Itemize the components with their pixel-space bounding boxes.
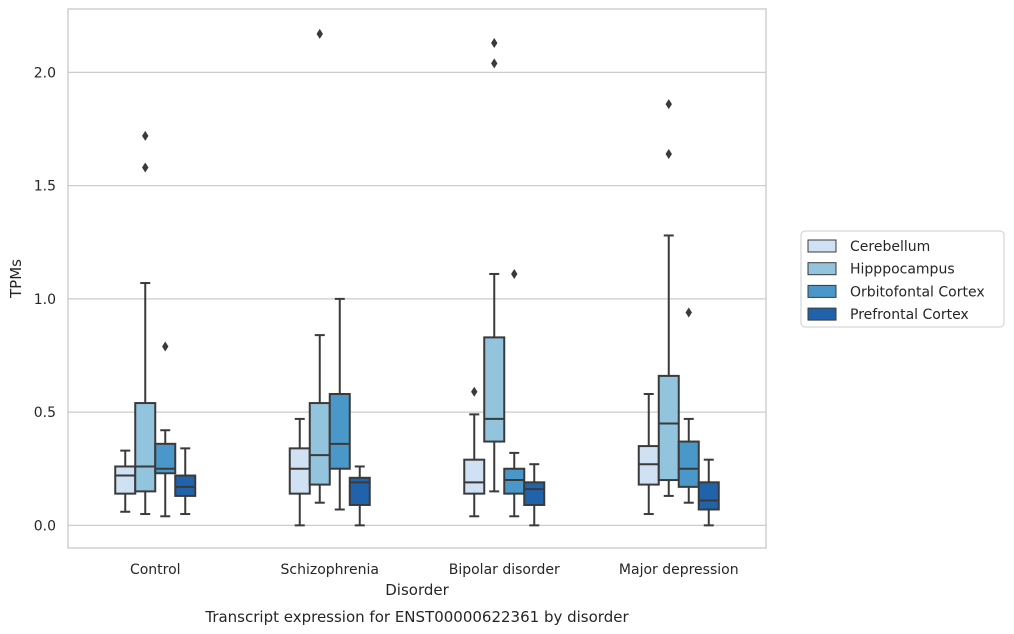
- box-prefrontal-cortex: [523, 463, 546, 527]
- legend-swatch: [807, 307, 837, 321]
- box-hipppocampus: [657, 99, 680, 497]
- box-iqr: [503, 467, 526, 495]
- x-tick-label: Major depression: [619, 562, 739, 578]
- box-cerebellum: [637, 393, 660, 516]
- y-tick-labels: 0.0 0.5 1.0 1.5 2.0: [34, 65, 56, 534]
- x-tick-label: Control: [130, 562, 181, 578]
- legend-swatch: [807, 284, 837, 298]
- y-tick-label: 2.0: [34, 65, 56, 81]
- box-iqr: [463, 458, 486, 495]
- box-iqr: [657, 374, 680, 482]
- legend-swatch: [807, 262, 837, 276]
- legend-swatch: [807, 239, 837, 253]
- box-prefrontal-cortex: [174, 447, 197, 516]
- x-tick-labels: Control Schizophrenia Bipolar disorder Majo…: [130, 562, 739, 578]
- outlier-point: [665, 148, 672, 159]
- outlier-point: [511, 268, 518, 279]
- box-prefrontal-cortex: [348, 465, 371, 527]
- box-iqr: [174, 474, 197, 497]
- box-orbitofontal-cortex: [328, 297, 351, 511]
- outlier-point: [665, 99, 672, 110]
- box-iqr: [697, 481, 720, 511]
- legend-label: Prefrontal Cortex: [850, 307, 969, 323]
- plot-frame: [67, 8, 767, 549]
- legend-label: Cerebellum: [850, 239, 930, 255]
- outlier-point: [471, 386, 478, 397]
- box-orbitofontal-cortex: [677, 307, 700, 504]
- x-tick-label: Bipolar disorder: [449, 562, 560, 578]
- outlier-point: [685, 307, 692, 318]
- outlier-point: [142, 162, 149, 173]
- chart-caption: Transcript expression for ENST0000062236…: [204, 608, 629, 626]
- legend-label: Orbitofontal Cortex: [850, 284, 985, 300]
- boxes: [114, 28, 720, 527]
- x-axis-title: Disorder: [385, 581, 449, 599]
- box-iqr: [134, 402, 157, 493]
- box-cerebellum: [463, 386, 486, 518]
- box-iqr: [348, 476, 371, 506]
- box-iqr: [637, 445, 660, 486]
- box-iqr: [288, 447, 311, 495]
- box-orbitofontal-cortex: [503, 268, 526, 518]
- y-tick-label: 1.5: [34, 179, 56, 195]
- outlier-point: [491, 37, 498, 48]
- outlier-point: [162, 341, 169, 352]
- box-iqr: [523, 481, 546, 506]
- outlier-point: [316, 28, 323, 39]
- grid-lines: [68, 71, 766, 527]
- box-iqr: [677, 440, 700, 488]
- box-iqr: [154, 442, 177, 475]
- box-orbitofontal-cortex: [154, 341, 177, 518]
- box-hipppocampus: [308, 28, 331, 504]
- outlier-point: [491, 58, 498, 69]
- y-tick-label: 1.0: [34, 292, 56, 308]
- box-iqr: [308, 402, 331, 486]
- legend: Cerebellum Hipppocampus Orbitofontal Corte…: [800, 230, 1005, 328]
- box-iqr: [483, 336, 506, 443]
- legend-label: Hipppocampus: [850, 262, 955, 278]
- legend-frame: [800, 230, 1005, 328]
- box-prefrontal-cortex: [697, 458, 720, 527]
- box-hipppocampus: [483, 37, 506, 493]
- box-cerebellum: [114, 449, 137, 513]
- box-iqr: [328, 393, 351, 470]
- outlier-point: [142, 130, 149, 141]
- y-axis-title: TPMs: [7, 259, 25, 299]
- y-tick-label: 0.5: [34, 405, 56, 421]
- y-tick-label: 0.0: [34, 518, 56, 534]
- x-tick-label: Schizophrenia: [281, 562, 379, 578]
- box-iqr: [114, 465, 137, 495]
